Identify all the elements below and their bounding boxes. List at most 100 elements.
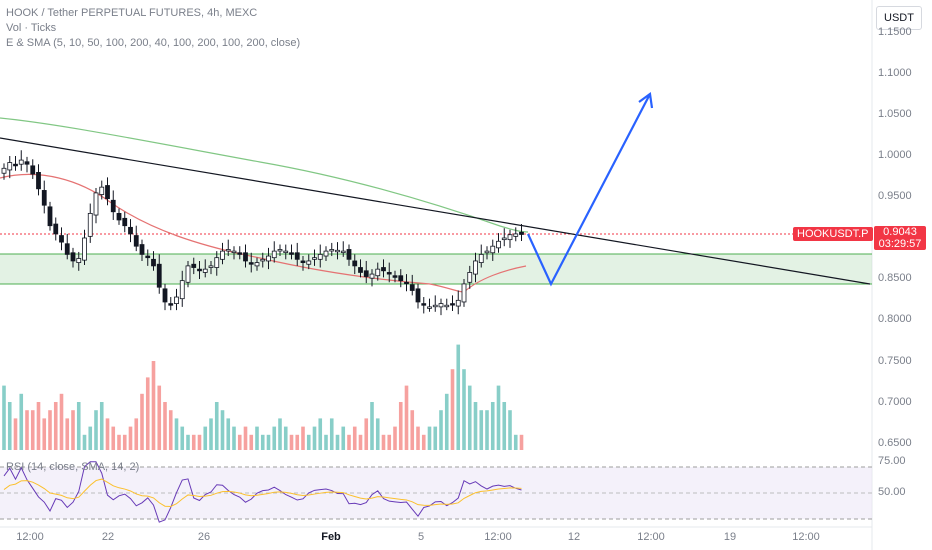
candle-body: [110, 199, 116, 213]
price-tag-price: 0.9043: [883, 226, 917, 238]
candle-body: [208, 265, 214, 268]
volume-bar: [272, 426, 277, 450]
volume-bar: [358, 434, 363, 450]
volume-bar: [318, 418, 323, 450]
volume-bar: [180, 426, 185, 450]
volume-bar: [301, 426, 305, 450]
volume-bar: [289, 434, 294, 450]
price-axis-tick: 1.0000: [878, 149, 912, 161]
volume-bar: [128, 426, 133, 450]
volume-bar: [226, 418, 231, 450]
volume-bar: [117, 434, 121, 450]
candle-body: [329, 249, 335, 252]
volume-bar: [151, 361, 156, 450]
volume-bar: [347, 434, 351, 450]
volume-bar: [266, 434, 271, 450]
volume-bar: [105, 418, 110, 450]
candle-body: [501, 237, 507, 241]
candle-body: [174, 296, 179, 305]
candle-body: [18, 159, 24, 165]
volume-bar: [341, 426, 346, 450]
volume-bar: [94, 410, 98, 450]
volume-bar: [243, 426, 248, 450]
volume-bar: [76, 402, 81, 450]
currency-button[interactable]: USDT: [876, 6, 922, 30]
candle-body: [358, 267, 363, 273]
candle-body: [24, 161, 30, 165]
candle-body: [168, 303, 174, 306]
candle-body: [47, 206, 53, 227]
price-axis-tick: 0.8500: [878, 272, 912, 284]
candle-body: [243, 252, 248, 262]
candle-body: [185, 265, 191, 283]
volume-bar: [479, 410, 484, 450]
volume-bar: [439, 410, 443, 450]
candle-body: [116, 212, 122, 221]
candle-body: [438, 303, 444, 308]
price-axis-tick: 0.7500: [878, 355, 912, 367]
time-axis-tick: 26: [197, 531, 211, 543]
candle-body: [340, 250, 346, 254]
candle-body: [381, 267, 386, 272]
candle-body: [473, 260, 478, 275]
candle-body: [87, 212, 93, 237]
volume-bar: [122, 434, 127, 450]
volume-bar: [387, 434, 392, 450]
legend-volume: Vol · Ticks: [6, 22, 57, 34]
price-axis-tick: 0.9500: [878, 190, 912, 202]
legend-sma: E & SMA (5, 10, 50, 100, 200, 40, 100, 2…: [6, 37, 301, 49]
volume-bar: [36, 402, 41, 450]
volume-bar: [444, 393, 449, 450]
candlesticks: [1, 150, 524, 316]
volume-bar: [306, 434, 311, 450]
volume-bar: [496, 385, 501, 450]
candle-body: [151, 258, 156, 267]
price-axis-tick: 0.7000: [878, 396, 912, 408]
price-tag: 0.9043 03:29:57: [874, 226, 926, 250]
projection-path: [527, 93, 651, 287]
volume-bar: [220, 410, 225, 450]
volume-bar: [456, 344, 461, 450]
candle-body: [450, 303, 455, 306]
volume-bars: [2, 344, 524, 450]
rsi-axis-tick: 50.00: [878, 486, 906, 498]
candle-body: [260, 258, 266, 262]
price-axis-tick: 1.1000: [878, 67, 912, 79]
time-axis-tick: Feb: [321, 531, 341, 543]
candle-body: [507, 234, 513, 241]
candle-body: [478, 253, 484, 263]
candle-body: [122, 217, 128, 227]
candle-body: [277, 249, 283, 252]
volume-bar: [30, 410, 35, 450]
volume-bar: [278, 418, 282, 450]
sma-200-line: [0, 117, 529, 233]
volume-bar: [209, 418, 213, 450]
candle-body: [432, 304, 438, 308]
candle-body: [306, 260, 312, 265]
volume-bar: [99, 402, 104, 450]
candle-body: [363, 270, 369, 277]
volume-bar: [157, 385, 162, 450]
price-axis-tick: 1.1500: [878, 26, 912, 38]
candle-body: [220, 250, 225, 260]
volume-bar: [364, 418, 369, 450]
candle-body: [404, 281, 409, 285]
volume-bar: [433, 426, 438, 450]
volume-bar: [237, 434, 242, 450]
volume-bar: [393, 426, 397, 450]
volume-bar: [352, 426, 357, 450]
volume-bar: [88, 426, 93, 450]
volume-bar: [404, 385, 409, 450]
volume-bar: [191, 434, 196, 450]
symbol-tag: HOOKUSDT.P: [793, 227, 873, 241]
rsi-label: RSI (14, close, SMA, 14, 2): [6, 461, 140, 473]
candle-body: [369, 273, 375, 279]
volume-bar: [370, 402, 374, 450]
volume-bar: [48, 410, 52, 450]
volume-bar: [186, 434, 190, 450]
volume-bar: [513, 434, 518, 450]
candle-body: [427, 306, 432, 309]
candle-body: [162, 288, 168, 303]
candle-body: [352, 260, 358, 267]
